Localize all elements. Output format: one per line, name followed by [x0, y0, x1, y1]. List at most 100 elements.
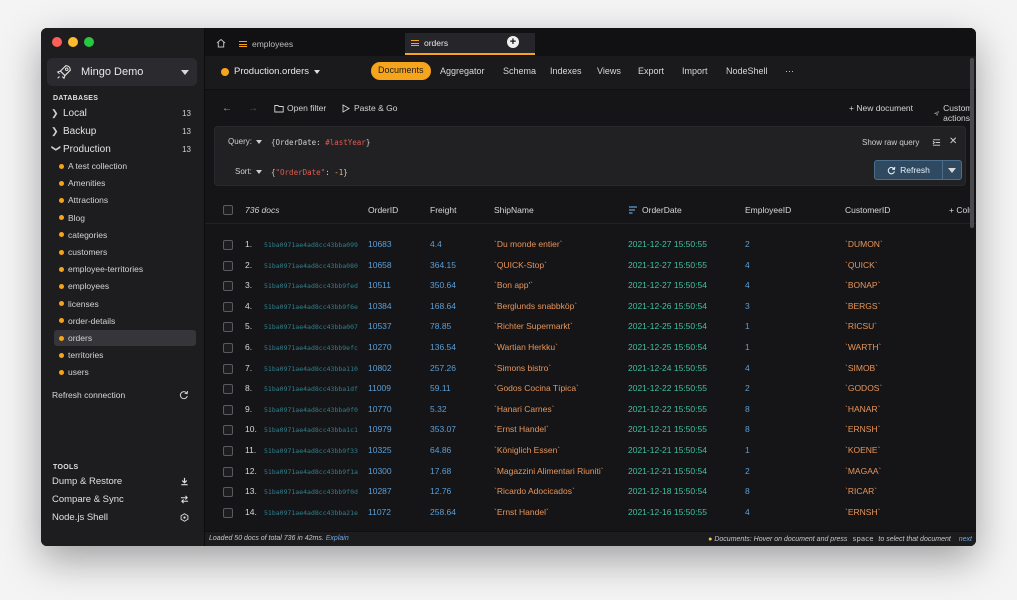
nav-nodeshell[interactable]: NodeShell: [726, 66, 768, 76]
table-row[interactable]: 6. 51ba0971ae4ad8cc43bb9efc 10270 136.54 `Wa…: [205, 338, 976, 358]
tab-employees[interactable]: employees: [237, 33, 362, 55]
table-row[interactable]: 7. 51ba0971ae4ad8cc43bba110 10802 257.26 `Si…: [205, 359, 976, 379]
row-checkbox[interactable]: [223, 425, 233, 436]
forward-arrow-icon[interactable]: →: [248, 103, 258, 114]
table-row[interactable]: 1. 51ba0971ae4ad8cc43bba099 10683 4.4 `Du mo…: [205, 235, 976, 255]
nav-aggregator[interactable]: Aggregator: [440, 66, 485, 76]
next-hint-link[interactable]: next: [958, 536, 972, 543]
sort-input[interactable]: {"OrderDate": -1}: [271, 168, 348, 177]
nav-export[interactable]: Export: [638, 66, 665, 76]
maximize-window-button[interactable]: [84, 37, 94, 47]
table-row[interactable]: 11. 51ba0971ae4ad8cc43bb9f33 10325 64.86 `Kö…: [205, 441, 976, 461]
column-customerid[interactable]: CustomerID: [845, 205, 891, 215]
cell-customerid: `QUICK`: [845, 259, 878, 270]
row-checkbox[interactable]: [223, 240, 233, 250]
collection-item[interactable]: licenses: [54, 296, 196, 312]
table-row[interactable]: 13. 51ba0971ae4ad8cc43bb9f0d 10287 12.76 `Ri…: [205, 482, 976, 502]
row-checkbox[interactable]: [223, 343, 233, 353]
collection-item[interactable]: Amenities: [54, 175, 196, 191]
database-local[interactable]: ❯ Local 13: [51, 107, 191, 119]
table-row[interactable]: 2. 51ba0971ae4ad8cc43bba080 10658 364.15 `QU…: [205, 256, 976, 276]
query-mode-dropdown[interactable]: Query:: [228, 137, 263, 146]
new-document-button[interactable]: + New document: [849, 103, 914, 113]
collection-item[interactable]: A test collection: [54, 158, 196, 174]
collection-label: users: [68, 367, 89, 378]
table-row[interactable]: 8. 51ba0971ae4ad8cc43bba1df 11009 59.11 `God…: [205, 379, 976, 399]
row-checkbox[interactable]: [223, 281, 233, 292]
show-raw-query-button[interactable]: Show raw query: [862, 138, 920, 147]
nav-schema[interactable]: Schema: [503, 66, 537, 76]
collection-label: order-details: [68, 315, 116, 326]
cell-id: 51ba0971ae4ad8cc43bba1c1: [264, 426, 358, 435]
collection-item[interactable]: categories: [54, 227, 196, 243]
open-filter-button[interactable]: Open filter: [274, 103, 326, 113]
select-all-checkbox[interactable]: [223, 205, 233, 215]
query-input[interactable]: {OrderDate: #lastYear}: [271, 138, 371, 147]
refresh-options-dropdown[interactable]: [943, 167, 961, 173]
row-checkbox[interactable]: [223, 301, 233, 312]
connection-selector[interactable]: Mingo Demo: [47, 58, 197, 86]
cell-orderid: 10658: [368, 259, 392, 270]
column-orderdate[interactable]: OrderDate: [628, 205, 682, 215]
minimize-window-button[interactable]: [68, 37, 78, 47]
collection-item[interactable]: Attractions: [54, 192, 196, 208]
cell-id: 51ba0971ae4ad8cc43bba007: [264, 323, 358, 332]
tool-compare-sync[interactable]: Compare & Sync: [52, 494, 189, 505]
collection-item[interactable]: Blog: [54, 210, 196, 226]
column-orderid[interactable]: OrderID: [368, 205, 399, 215]
namespace-selector[interactable]: Production.orders: [221, 66, 320, 77]
collection-item[interactable]: order-details: [54, 313, 196, 329]
nav-import[interactable]: Import: [682, 66, 708, 76]
collection-item[interactable]: employee-territories: [54, 261, 196, 277]
table-row[interactable]: 5. 51ba0971ae4ad8cc43bba007 10537 78.85 `Ric…: [205, 317, 976, 337]
column-employeeid[interactable]: EmployeeID: [745, 205, 792, 215]
collection-item[interactable]: orders: [54, 330, 196, 346]
tool-nodejs-shell[interactable]: Node.js Shell: [52, 512, 189, 523]
database-production[interactable]: ❯ Production 13: [51, 143, 192, 155]
table-row[interactable]: 14. 51ba0971ae4ad8cc43bba21e 11072 258.64 `E…: [205, 503, 976, 523]
explain-link[interactable]: Explain: [325, 535, 349, 542]
collection-item[interactable]: territories: [54, 347, 196, 363]
tool-dump-restore[interactable]: Dump & Restore: [52, 476, 189, 487]
close-window-button[interactable]: [52, 37, 62, 47]
tab-orders[interactable]: orders: [405, 33, 535, 55]
table-row[interactable]: 3. 51ba0971ae4ad8cc43bb9fed 10511 350.64 `Bo…: [205, 276, 976, 296]
row-checkbox[interactable]: [223, 384, 233, 395]
nav-indexes[interactable]: Indexes: [550, 66, 582, 76]
row-checkbox[interactable]: [223, 446, 233, 456]
row-checkbox[interactable]: [223, 507, 233, 518]
table-row[interactable]: 9. 51ba0971ae4ad8cc43bba0f0 10770 5.32 `Hana…: [205, 400, 976, 420]
row-checkbox[interactable]: [223, 322, 233, 333]
table-row[interactable]: 10. 51ba0971ae4ad8cc43bba1c1 10979 353.07 `E…: [205, 420, 976, 440]
table-row[interactable]: 4. 51ba0971ae4ad8cc43bb9f6e 10384 168.64 `Be…: [205, 297, 976, 317]
row-checkbox[interactable]: [223, 404, 233, 415]
home-icon[interactable]: [216, 38, 226, 48]
refresh-connection-button[interactable]: Refresh connection: [52, 390, 189, 400]
collapse-icon[interactable]: [932, 138, 941, 147]
hint-text: Documents: Hover on document and press: [714, 536, 848, 543]
scrollbar[interactable]: [970, 58, 974, 228]
row-index: 2.: [245, 259, 253, 270]
close-icon[interactable]: ✕: [949, 136, 958, 147]
database-backup[interactable]: ❯ Backup 13: [51, 125, 191, 137]
row-checkbox[interactable]: [223, 363, 233, 374]
nav-documents[interactable]: Documents: [371, 62, 431, 80]
collection-item[interactable]: customers: [54, 244, 196, 260]
new-tab-button[interactable]: +: [507, 36, 519, 48]
custom-actions-button[interactable]: Custom actions: [934, 103, 976, 123]
column-shipname[interactable]: ShipName: [494, 205, 534, 215]
add-column-button[interactable]: + Colu: [949, 205, 974, 215]
table-row[interactable]: 12. 51ba0971ae4ad8cc43bb9f1a 10300 17.68 `Ma…: [205, 462, 976, 482]
sort-mode-dropdown[interactable]: Sort:: [235, 167, 262, 176]
back-arrow-icon[interactable]: ←: [222, 103, 232, 114]
paste-go-button[interactable]: Paste & Go: [342, 103, 397, 113]
refresh-button[interactable]: Refresh: [874, 160, 962, 180]
collection-item[interactable]: employees: [54, 278, 196, 294]
row-checkbox[interactable]: [223, 260, 233, 271]
nav-views[interactable]: Views: [597, 66, 621, 76]
row-checkbox[interactable]: [223, 466, 233, 477]
collection-item[interactable]: users: [54, 364, 196, 380]
row-checkbox[interactable]: [223, 487, 233, 498]
more-menu-button[interactable]: ···: [785, 66, 794, 76]
column-freight[interactable]: Freight: [430, 205, 457, 215]
